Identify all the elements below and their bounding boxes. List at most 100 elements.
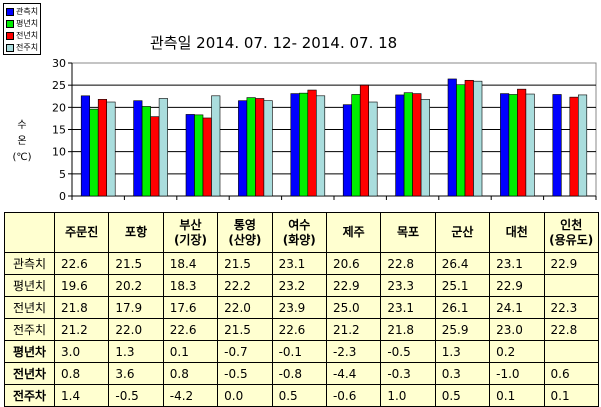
bar xyxy=(246,97,256,197)
bar xyxy=(500,93,510,197)
table-cell: 22.6 xyxy=(53,252,110,275)
bar xyxy=(185,114,195,197)
y-axis-label-line: (℃) xyxy=(12,152,32,163)
table-row: 전주차 1.4 -0.5 -4.2 0.0 0.5 -0.6 1.0 0.5 0.1 0.1 xyxy=(4,384,599,407)
table-cell: 22.2 xyxy=(217,274,273,297)
table-cell: 23.1 xyxy=(380,296,436,319)
bar xyxy=(255,98,265,197)
table-cell: 26.4 xyxy=(434,252,491,275)
bar xyxy=(420,99,430,197)
y-tick-label: 10 xyxy=(52,146,66,159)
table-cell: 22.3 xyxy=(543,296,599,319)
table-cell: 22.9 xyxy=(489,274,545,297)
row-label: 전년치 xyxy=(4,296,55,319)
table-row: 평년차 3.0 1.3 0.1 -0.7 -0.1 -2.3 -0.5 1.3 0.2 xyxy=(4,340,599,363)
table-cell: 1.3 xyxy=(434,340,491,363)
table-cell: 25.1 xyxy=(434,274,491,297)
bar xyxy=(298,92,309,197)
table-cell: 22.9 xyxy=(325,274,382,297)
bar xyxy=(525,93,535,197)
table-cell: 22.6 xyxy=(162,318,219,341)
table-cell: -0.8 xyxy=(271,362,327,385)
y-tick-label: 15 xyxy=(52,124,66,137)
table-cell: -0.3 xyxy=(380,362,436,385)
bar xyxy=(569,96,579,197)
table-cell: 21.8 xyxy=(53,296,110,319)
bar xyxy=(133,100,143,197)
legend-label: 전년치 xyxy=(16,31,39,40)
table-cell: 23.1 xyxy=(489,252,545,275)
legend-item: 평년치 xyxy=(6,18,38,30)
table-cell: 0.1 xyxy=(489,384,545,407)
table-cell: 23.2 xyxy=(271,274,327,297)
table-cell: 21.5 xyxy=(217,318,273,341)
table-cell: -4.2 xyxy=(162,384,219,407)
table-cell: 17.6 xyxy=(162,296,219,319)
table-cell: 23.1 xyxy=(271,252,327,275)
table-cell: 18.3 xyxy=(162,274,219,297)
legend-swatch xyxy=(6,32,14,40)
table-cell: -0.6 xyxy=(325,384,382,407)
table-cell: 0.3 xyxy=(434,362,491,385)
y-axis-label: 수 온 (℃) xyxy=(12,118,32,166)
data-table: 주문진 포항 부산 (기장) 통영 (산양) 여수 (화양) 제주 목포 군산 대천 인천 (용유도) 관측… xyxy=(4,212,599,407)
bar xyxy=(238,100,248,197)
bar xyxy=(307,89,317,197)
y-tick-label: 0 xyxy=(59,190,66,203)
bar xyxy=(89,108,99,197)
bar xyxy=(456,84,466,197)
row-label: 전주차 xyxy=(4,384,55,407)
y-tick-label: 30 xyxy=(52,57,66,70)
table-cell: 19.6 xyxy=(53,274,110,297)
table-cell: 0.5 xyxy=(271,384,327,407)
bar xyxy=(403,92,413,197)
table-cell: 18.4 xyxy=(162,252,219,275)
legend-label: 전주치 xyxy=(16,43,39,52)
table-cell: 17.9 xyxy=(108,296,164,319)
legend-label: 관측치 xyxy=(16,7,39,16)
table-header-cell xyxy=(4,212,55,253)
table-cell: -4.4 xyxy=(325,362,382,385)
bar xyxy=(412,93,422,197)
bar xyxy=(508,94,518,197)
table-header-cell: 포항 xyxy=(108,212,164,253)
table-cell: 20.2 xyxy=(108,274,164,297)
table-cell: 0.1 xyxy=(162,340,219,363)
table-cell: 1.0 xyxy=(380,384,436,407)
bar xyxy=(80,95,90,197)
table-header-cell: 제주 xyxy=(325,212,382,253)
bar xyxy=(359,84,370,197)
table-cell: 1.4 xyxy=(53,384,110,407)
table-cell: 22.0 xyxy=(108,318,164,341)
table-cell: 24.1 xyxy=(489,296,545,319)
bar xyxy=(150,116,160,197)
table-cell: 3.0 xyxy=(53,340,110,363)
table-row: 전년치 21.8 17.9 17.6 22.0 23.9 25.0 23.1 26.1 24.1 2… xyxy=(4,296,599,319)
table-header-cell: 인천 (용유도) xyxy=(543,212,599,253)
bar xyxy=(395,94,405,197)
row-label: 평년차 xyxy=(4,340,55,363)
table-cell: 21.5 xyxy=(108,252,164,275)
table-cell: -0.5 xyxy=(380,340,436,363)
bar xyxy=(211,95,221,197)
bar xyxy=(517,88,527,197)
table-cell: 23.9 xyxy=(271,296,327,319)
table-header-cell: 대천 xyxy=(489,212,545,253)
bar xyxy=(97,99,107,197)
legend-item: 전주치 xyxy=(6,42,38,54)
legend-swatch xyxy=(6,8,14,16)
table-cell: 22.8 xyxy=(543,318,599,341)
bar xyxy=(202,117,212,197)
table-header-cell: 통영 (산양) xyxy=(217,212,273,253)
table-cell: 1.3 xyxy=(108,340,164,363)
table-cell: -0.1 xyxy=(271,340,327,363)
table-cell: 22.8 xyxy=(380,252,436,275)
table-cell: 25.0 xyxy=(325,296,382,319)
y-tick-label: 5 xyxy=(59,168,66,181)
bar xyxy=(315,95,326,197)
table-cell: 22.6 xyxy=(271,318,327,341)
table-cell: 22.9 xyxy=(543,252,599,275)
legend-item: 관측치 xyxy=(6,6,38,18)
table-cell: 3.6 xyxy=(108,362,164,385)
